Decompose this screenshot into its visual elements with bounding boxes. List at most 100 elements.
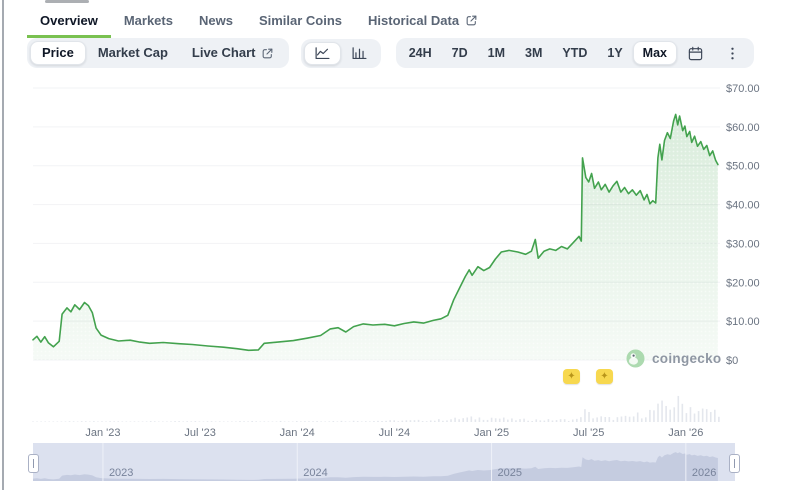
volume-bar: [93, 421, 95, 422]
range-24h-button[interactable]: 24H: [399, 41, 442, 65]
volume-bar: [166, 421, 168, 422]
price-button[interactable]: Price: [30, 41, 86, 65]
volume-bar: [109, 421, 111, 422]
range-navigator[interactable]: 2023 2024 2025 2026: [28, 443, 740, 481]
volume-bar: [502, 417, 505, 422]
volume-bar: [64, 421, 67, 422]
volume-bar: [89, 421, 91, 422]
volume-bar: [535, 419, 538, 422]
price-chart[interactable]: $70.00 $60.00 $50.00 $40.00 $30.00 $20.00 $10.…: [0, 70, 800, 443]
tab-similar-coins[interactable]: Similar Coins: [246, 9, 355, 38]
volume-bar: [60, 421, 63, 422]
x-axis-label: Jul '25: [573, 427, 604, 439]
volume-bar: [649, 409, 651, 422]
tab-overview[interactable]: Overview: [27, 9, 111, 38]
range-ytd-button[interactable]: YTD: [552, 41, 597, 65]
volume-bar: [263, 421, 266, 422]
volume-bar: [413, 420, 416, 422]
volume-bar: [251, 420, 253, 422]
bar-chart-icon: [352, 46, 367, 59]
bar-chart-type-button[interactable]: [341, 42, 378, 65]
volume-bar: [324, 421, 327, 422]
volume-bar: [202, 421, 205, 422]
volume-bar: [604, 417, 607, 422]
volume-bar: [709, 412, 712, 422]
market-cap-button[interactable]: Market Cap: [86, 41, 180, 65]
tab-markets[interactable]: Markets: [111, 9, 186, 38]
volume-bar: [133, 421, 136, 422]
volume-bar: [385, 420, 387, 422]
volume-bar: [612, 419, 615, 422]
navigator-mini-chart: 2023 2024 2025 2026: [33, 443, 718, 481]
volume-bar: [466, 417, 469, 422]
volume-bar: [36, 421, 38, 422]
volume-bar: [689, 407, 692, 422]
navigator-year-label: 2026: [692, 467, 716, 479]
volume-bar: [425, 421, 428, 422]
sparkle-marker[interactable]: ✦: [563, 369, 580, 384]
volume-bar: [300, 421, 302, 422]
volume-bar: [539, 420, 542, 422]
volume-bar: [332, 420, 335, 422]
volume-bar: [515, 420, 517, 422]
volume-bar: [356, 421, 359, 422]
calendar-button[interactable]: [677, 42, 714, 65]
volume-bar: [584, 409, 586, 422]
volume-bar: [490, 417, 493, 422]
x-axis-label: Jan '23: [85, 427, 120, 439]
volume-bar: [555, 420, 558, 422]
range-1y-button[interactable]: 1Y: [597, 41, 632, 65]
navigator-left-handle[interactable]: [28, 454, 39, 473]
volume-bar: [44, 421, 46, 422]
navigator-year-label: 2025: [498, 467, 522, 479]
range-3m-button[interactable]: 3M: [515, 41, 552, 65]
volume-bar: [511, 418, 513, 422]
navigator-right-handle[interactable]: [729, 454, 740, 473]
chart-toolbar: Price Market Cap Live Chart 24H 7D 1M 3M…: [27, 38, 754, 68]
volume-bar: [308, 421, 310, 422]
volume-bar: [141, 421, 144, 422]
range-max-button[interactable]: Max: [632, 41, 677, 65]
volume-bar: [628, 416, 631, 422]
screenshot-top-edge-artifact: [45, 0, 89, 3]
volume-bar: [697, 411, 700, 422]
range-7d-button[interactable]: 7D: [442, 41, 478, 65]
volume-bar: [162, 421, 164, 422]
volume-bar: [129, 421, 132, 422]
volume-bar: [295, 421, 298, 422]
volume-bar: [482, 419, 485, 422]
volume-bar: [125, 421, 128, 422]
volume-bar: [210, 421, 213, 422]
volume-bar: [681, 403, 684, 422]
more-options-button[interactable]: [714, 42, 751, 65]
volume-bar: [596, 417, 598, 422]
volume-bar: [170, 421, 172, 422]
range-1m-button[interactable]: 1M: [478, 41, 515, 65]
volume-bar: [178, 421, 180, 422]
tab-historical-data[interactable]: Historical Data: [355, 9, 491, 38]
volume-bar: [336, 421, 339, 422]
volume-bar: [498, 418, 501, 422]
volume-bar: [255, 421, 258, 422]
volume-bar: [653, 410, 655, 422]
volume-bar: [442, 420, 444, 422]
volume-bar: [405, 420, 408, 422]
volume-bar: [312, 421, 314, 422]
volume-bar: [632, 416, 635, 422]
y-axis-label: $0: [726, 355, 738, 367]
volume-bar: [429, 420, 432, 422]
volume-bar: [373, 421, 375, 422]
volume-bar: [105, 421, 107, 422]
volume-bar: [494, 418, 497, 422]
volume-bar: [458, 419, 460, 422]
line-chart-type-button[interactable]: [304, 41, 342, 65]
live-chart-button[interactable]: Live Chart: [180, 41, 287, 65]
volume-bar: [194, 421, 197, 422]
sparkle-marker[interactable]: ✦: [596, 369, 613, 384]
volume-bar: [149, 421, 152, 422]
volume-bar: [616, 417, 619, 422]
tab-news[interactable]: News: [186, 9, 246, 38]
volume-bar: [571, 419, 574, 422]
chart-type-group: [301, 38, 382, 68]
metric-toggle-group: Price Market Cap Live Chart: [27, 38, 290, 68]
